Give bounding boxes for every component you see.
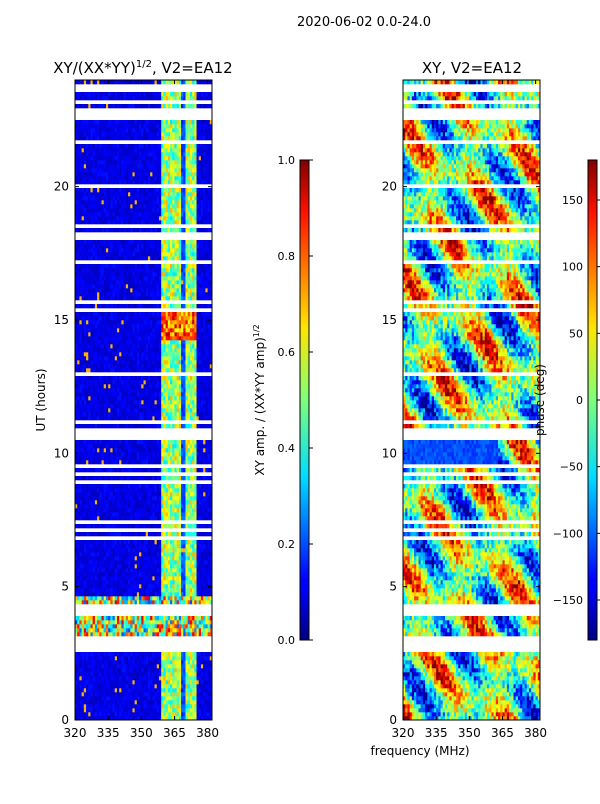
gap-row — [75, 636, 212, 640]
gap-row — [75, 432, 212, 436]
gap-row — [75, 528, 212, 532]
gap-row — [75, 640, 212, 644]
gap-row — [75, 536, 212, 540]
left-heatmap-cells — [75, 80, 212, 720]
gap-row — [75, 420, 212, 424]
gap-row — [75, 608, 212, 612]
gap-row — [75, 480, 212, 484]
figure-suptitle: 2020-06-02 0.0-24.0 — [297, 15, 431, 30]
gap-row — [75, 464, 212, 468]
gap-row — [75, 372, 212, 376]
gap-row — [75, 520, 212, 524]
gap-row — [75, 644, 212, 648]
gap-row — [75, 648, 212, 652]
gap-row — [75, 428, 212, 432]
gap-row — [75, 604, 212, 608]
gap-row — [75, 612, 212, 616]
gap-row — [75, 472, 212, 476]
left-panel-title: XY/(XX*YY)1/2, V2=EA12 — [53, 59, 232, 77]
gap-row — [75, 436, 212, 440]
